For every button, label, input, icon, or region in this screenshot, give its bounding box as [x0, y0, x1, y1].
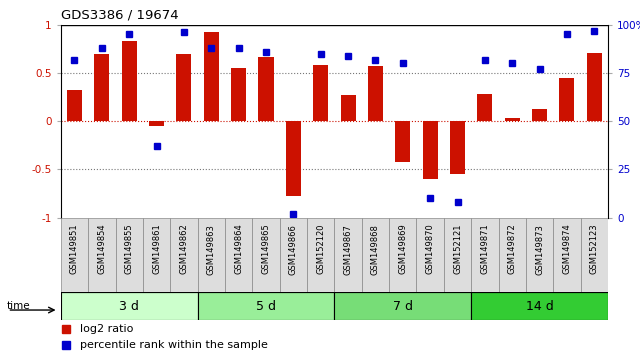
Bar	[116, 218, 143, 292]
Bar	[471, 292, 608, 320]
Text: GSM152120: GSM152120	[316, 224, 325, 274]
Text: GSM149861: GSM149861	[152, 224, 161, 274]
Bar	[389, 218, 417, 292]
Text: GSM149866: GSM149866	[289, 224, 298, 275]
Bar	[170, 218, 198, 292]
Text: GSM149855: GSM149855	[125, 224, 134, 274]
Bar	[198, 292, 335, 320]
Bar	[450, 121, 465, 174]
Text: GSM149864: GSM149864	[234, 224, 243, 274]
Bar	[362, 218, 389, 292]
Text: 7 d: 7 d	[393, 300, 413, 313]
Bar	[94, 54, 109, 121]
Text: 5 d: 5 d	[256, 300, 276, 313]
Bar	[396, 121, 410, 162]
Text: GSM149872: GSM149872	[508, 224, 516, 274]
Text: GSM149871: GSM149871	[481, 224, 490, 274]
Bar	[444, 218, 471, 292]
Bar	[61, 218, 88, 292]
Text: GDS3386 / 19674: GDS3386 / 19674	[61, 9, 179, 22]
Bar	[532, 109, 547, 121]
Text: GSM149868: GSM149868	[371, 224, 380, 275]
Text: GSM149867: GSM149867	[344, 224, 353, 275]
Text: GSM152123: GSM152123	[590, 224, 599, 274]
Bar	[587, 53, 602, 121]
Bar	[526, 218, 554, 292]
Bar	[177, 54, 191, 121]
Text: GSM149851: GSM149851	[70, 224, 79, 274]
Text: GSM149873: GSM149873	[535, 224, 544, 275]
Bar	[67, 90, 82, 121]
Text: GSM149865: GSM149865	[262, 224, 271, 274]
Bar	[477, 94, 492, 121]
Bar	[307, 218, 335, 292]
Bar	[286, 121, 301, 195]
Text: GSM149874: GSM149874	[563, 224, 572, 274]
Bar	[499, 218, 526, 292]
Bar	[368, 66, 383, 121]
Bar	[198, 218, 225, 292]
Bar	[88, 218, 116, 292]
Text: 14 d: 14 d	[525, 300, 554, 313]
Text: GSM149854: GSM149854	[97, 224, 106, 274]
Bar	[204, 32, 219, 121]
Bar	[61, 292, 198, 320]
Text: GSM152121: GSM152121	[453, 224, 462, 274]
Bar	[252, 218, 280, 292]
Bar	[280, 218, 307, 292]
Bar	[225, 218, 252, 292]
Bar	[471, 218, 499, 292]
Text: log2 ratio: log2 ratio	[80, 324, 133, 334]
Text: GSM149863: GSM149863	[207, 224, 216, 275]
Bar	[143, 218, 170, 292]
Bar	[149, 121, 164, 126]
Text: GSM149870: GSM149870	[426, 224, 435, 274]
Bar	[559, 78, 575, 121]
Bar	[122, 41, 137, 121]
Bar	[340, 95, 356, 121]
Bar	[417, 218, 444, 292]
Bar	[335, 218, 362, 292]
Bar	[335, 292, 471, 320]
Bar	[505, 118, 520, 121]
Text: time: time	[6, 301, 30, 311]
Bar	[231, 68, 246, 121]
Bar	[554, 218, 580, 292]
Text: percentile rank within the sample: percentile rank within the sample	[80, 340, 268, 350]
Bar	[259, 57, 273, 121]
Text: GSM149869: GSM149869	[398, 224, 407, 274]
Bar	[313, 65, 328, 121]
Text: GSM149862: GSM149862	[179, 224, 188, 274]
Text: 3 d: 3 d	[119, 300, 139, 313]
Bar	[422, 121, 438, 179]
Bar	[580, 218, 608, 292]
